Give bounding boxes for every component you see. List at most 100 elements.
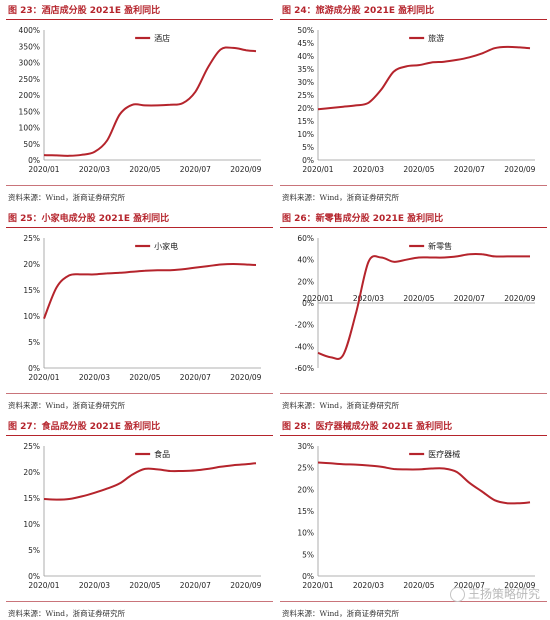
- y-tick-label: 20%: [297, 104, 314, 113]
- y-tick-label: 5%: [302, 143, 314, 152]
- x-tick-label: 2020/03: [353, 294, 384, 303]
- y-tick-label: 5%: [28, 338, 40, 347]
- y-tick-label: 25%: [297, 91, 314, 100]
- y-tick-label: 0%: [302, 156, 314, 165]
- x-tick-label: 2020/01: [302, 165, 333, 174]
- y-tick-label: 35%: [297, 65, 314, 74]
- x-tick-label: 2020/09: [230, 165, 261, 174]
- y-tick-label: 15%: [23, 286, 40, 295]
- y-tick-label: 50%: [23, 140, 40, 149]
- panel-hotel: 图 23：酒店成分股 2021E 盈利同比 0% 50% 100% 150% 200% 2…: [6, 4, 273, 203]
- watermark: 王扬策略研究: [449, 585, 540, 602]
- y-tick-label: 45%: [297, 39, 314, 48]
- chart-title: 图 27：食品成分股 2021E 盈利同比: [6, 420, 273, 436]
- x-tick-label: 2020/03: [79, 581, 110, 590]
- y-tick-label: 30%: [297, 78, 314, 87]
- y-tick-label: 10%: [23, 520, 40, 529]
- y-tick-label: 0%: [28, 364, 40, 373]
- line-chart-hotel: 0% 50% 100% 150% 200% 250% 300% 350% 400% 2020/01…: [19, 26, 262, 174]
- legend-label: 食品: [154, 449, 170, 459]
- line-chart-small-appliance: 0% 5% 10% 15% 20% 25% 2020/01 2020/03 2020/05 202…: [23, 234, 261, 382]
- y-tick-label: 10%: [297, 529, 314, 538]
- source-note: 资料来源：Wind，浙商证券研究所: [280, 393, 547, 411]
- watermark-text: 王扬策略研究: [467, 587, 540, 601]
- y-tick-label: 20%: [23, 260, 40, 269]
- series-line: [43, 462, 257, 501]
- x-tick-label: 2020/09: [230, 581, 261, 590]
- x-tick-label: 2020/05: [403, 294, 434, 303]
- source-note: 资料来源：Wind，浙商证券研究所: [6, 393, 273, 411]
- x-tick-label: 2020/07: [180, 165, 211, 174]
- legend-label: 旅游: [428, 33, 444, 43]
- x-tick-label: 2020/07: [180, 581, 211, 590]
- x-tick-label: 2020/05: [129, 581, 160, 590]
- series-line: [317, 461, 531, 505]
- x-tick-label: 2020/09: [504, 294, 535, 303]
- series-line: [317, 253, 531, 360]
- y-tick-label: 20%: [297, 485, 314, 494]
- line-chart-medical-devices: 0% 5% 10% 15% 20% 25% 30% 2020/01 2020/03 2020/05…: [297, 442, 535, 590]
- x-tick-label: 2020/05: [403, 165, 434, 174]
- y-tick-label: 0%: [302, 299, 314, 308]
- x-tick-label: 2020/03: [79, 373, 110, 382]
- source-note: 资料来源：Wind，浙商证券研究所: [6, 185, 273, 203]
- panel-new-retail: 图 26：新零售成分股 2021E 盈利同比 -60% -40% -20% 0% 20%…: [280, 212, 547, 411]
- line-chart-tourism: 0% 5% 10% 15% 20% 25% 30% 35% 40% 45% 50% 2020/01 20…: [297, 26, 535, 174]
- legend-label: 新零售: [428, 241, 452, 251]
- y-tick-label: 400%: [19, 26, 40, 35]
- y-tick-label: 0%: [28, 156, 40, 165]
- panel-tourism: 图 24：旅游成分股 2021E 盈利同比 0% 5% 10% 15% 20% 25% 30…: [280, 4, 547, 203]
- y-tick-label: 5%: [28, 546, 40, 555]
- x-tick-label: 2020/05: [129, 165, 160, 174]
- y-tick-label: 150%: [19, 107, 40, 116]
- series-line: [43, 263, 257, 319]
- x-tick-label: 2020/03: [79, 165, 110, 174]
- chart-title: 图 23：酒店成分股 2021E 盈利同比: [6, 4, 273, 20]
- x-tick-label: 2020/01: [302, 294, 333, 303]
- y-tick-label: 25%: [23, 442, 40, 451]
- line-chart-food: 0% 5% 10% 15% 20% 25% 2020/01 2020/03 2020/05 202…: [23, 442, 261, 590]
- y-tick-label: 15%: [297, 117, 314, 126]
- source-note: 资料来源：Wind，浙商证券研究所: [6, 601, 273, 619]
- x-tick-label: 2020/01: [28, 373, 59, 382]
- panel-small-appliance: 图 25：小家电成分股 2021E 盈利同比 0% 5% 10% 15% 20% 25% 2…: [6, 212, 273, 411]
- y-tick-label: 300%: [19, 59, 40, 68]
- y-tick-label: -40%: [295, 342, 314, 351]
- chart-title: 图 24：旅游成分股 2021E 盈利同比: [280, 4, 547, 20]
- x-tick-label: 2020/03: [353, 165, 384, 174]
- y-tick-label: 15%: [297, 507, 314, 516]
- y-tick-label: 30%: [297, 442, 314, 451]
- x-tick-label: 2020/07: [454, 165, 485, 174]
- legend-label: 小家电: [154, 241, 178, 251]
- chart-title: 图 25：小家电成分股 2021E 盈利同比: [6, 212, 273, 228]
- legend-label: 酒店: [154, 33, 170, 43]
- y-tick-label: 10%: [297, 130, 314, 139]
- chart-title: 图 28：医疗器械成分股 2021E 盈利同比: [280, 420, 547, 436]
- x-tick-label: 2020/09: [504, 165, 535, 174]
- x-tick-label: 2020/07: [454, 294, 485, 303]
- y-tick-label: 25%: [297, 464, 314, 473]
- panel-food: 图 27：食品成分股 2021E 盈利同比 0% 5% 10% 15% 20% 25% 20…: [6, 420, 273, 619]
- y-tick-label: 40%: [297, 256, 314, 265]
- y-tick-label: 40%: [297, 52, 314, 61]
- y-tick-label: 20%: [297, 277, 314, 286]
- y-tick-label: 5%: [302, 550, 314, 559]
- x-tick-label: 2020/09: [230, 373, 261, 382]
- y-tick-label: 10%: [23, 312, 40, 321]
- x-tick-label: 2020/05: [129, 373, 160, 382]
- wechat-icon: [449, 587, 465, 602]
- x-tick-label: 2020/03: [353, 581, 384, 590]
- y-tick-label: 25%: [23, 234, 40, 243]
- x-tick-label: 2020/01: [28, 165, 59, 174]
- y-tick-label: 60%: [297, 234, 314, 243]
- panel-medical-devices: 图 28：医疗器械成分股 2021E 盈利同比 0% 5% 10% 15% 20% 25%…: [280, 420, 547, 619]
- x-tick-label: 2020/05: [403, 581, 434, 590]
- line-chart-new-retail: -60% -40% -20% 0% 20% 40% 60% 2020/01 2020/03 202…: [295, 234, 536, 373]
- source-note: 资料来源：Wind，浙商证券研究所: [280, 185, 547, 203]
- y-tick-label: 250%: [19, 75, 40, 84]
- y-tick-label: 350%: [19, 42, 40, 51]
- x-tick-label: 2020/01: [302, 581, 333, 590]
- y-tick-label: 100%: [19, 124, 40, 133]
- legend-label: 医疗器械: [428, 449, 460, 459]
- y-tick-label: -20%: [295, 321, 314, 330]
